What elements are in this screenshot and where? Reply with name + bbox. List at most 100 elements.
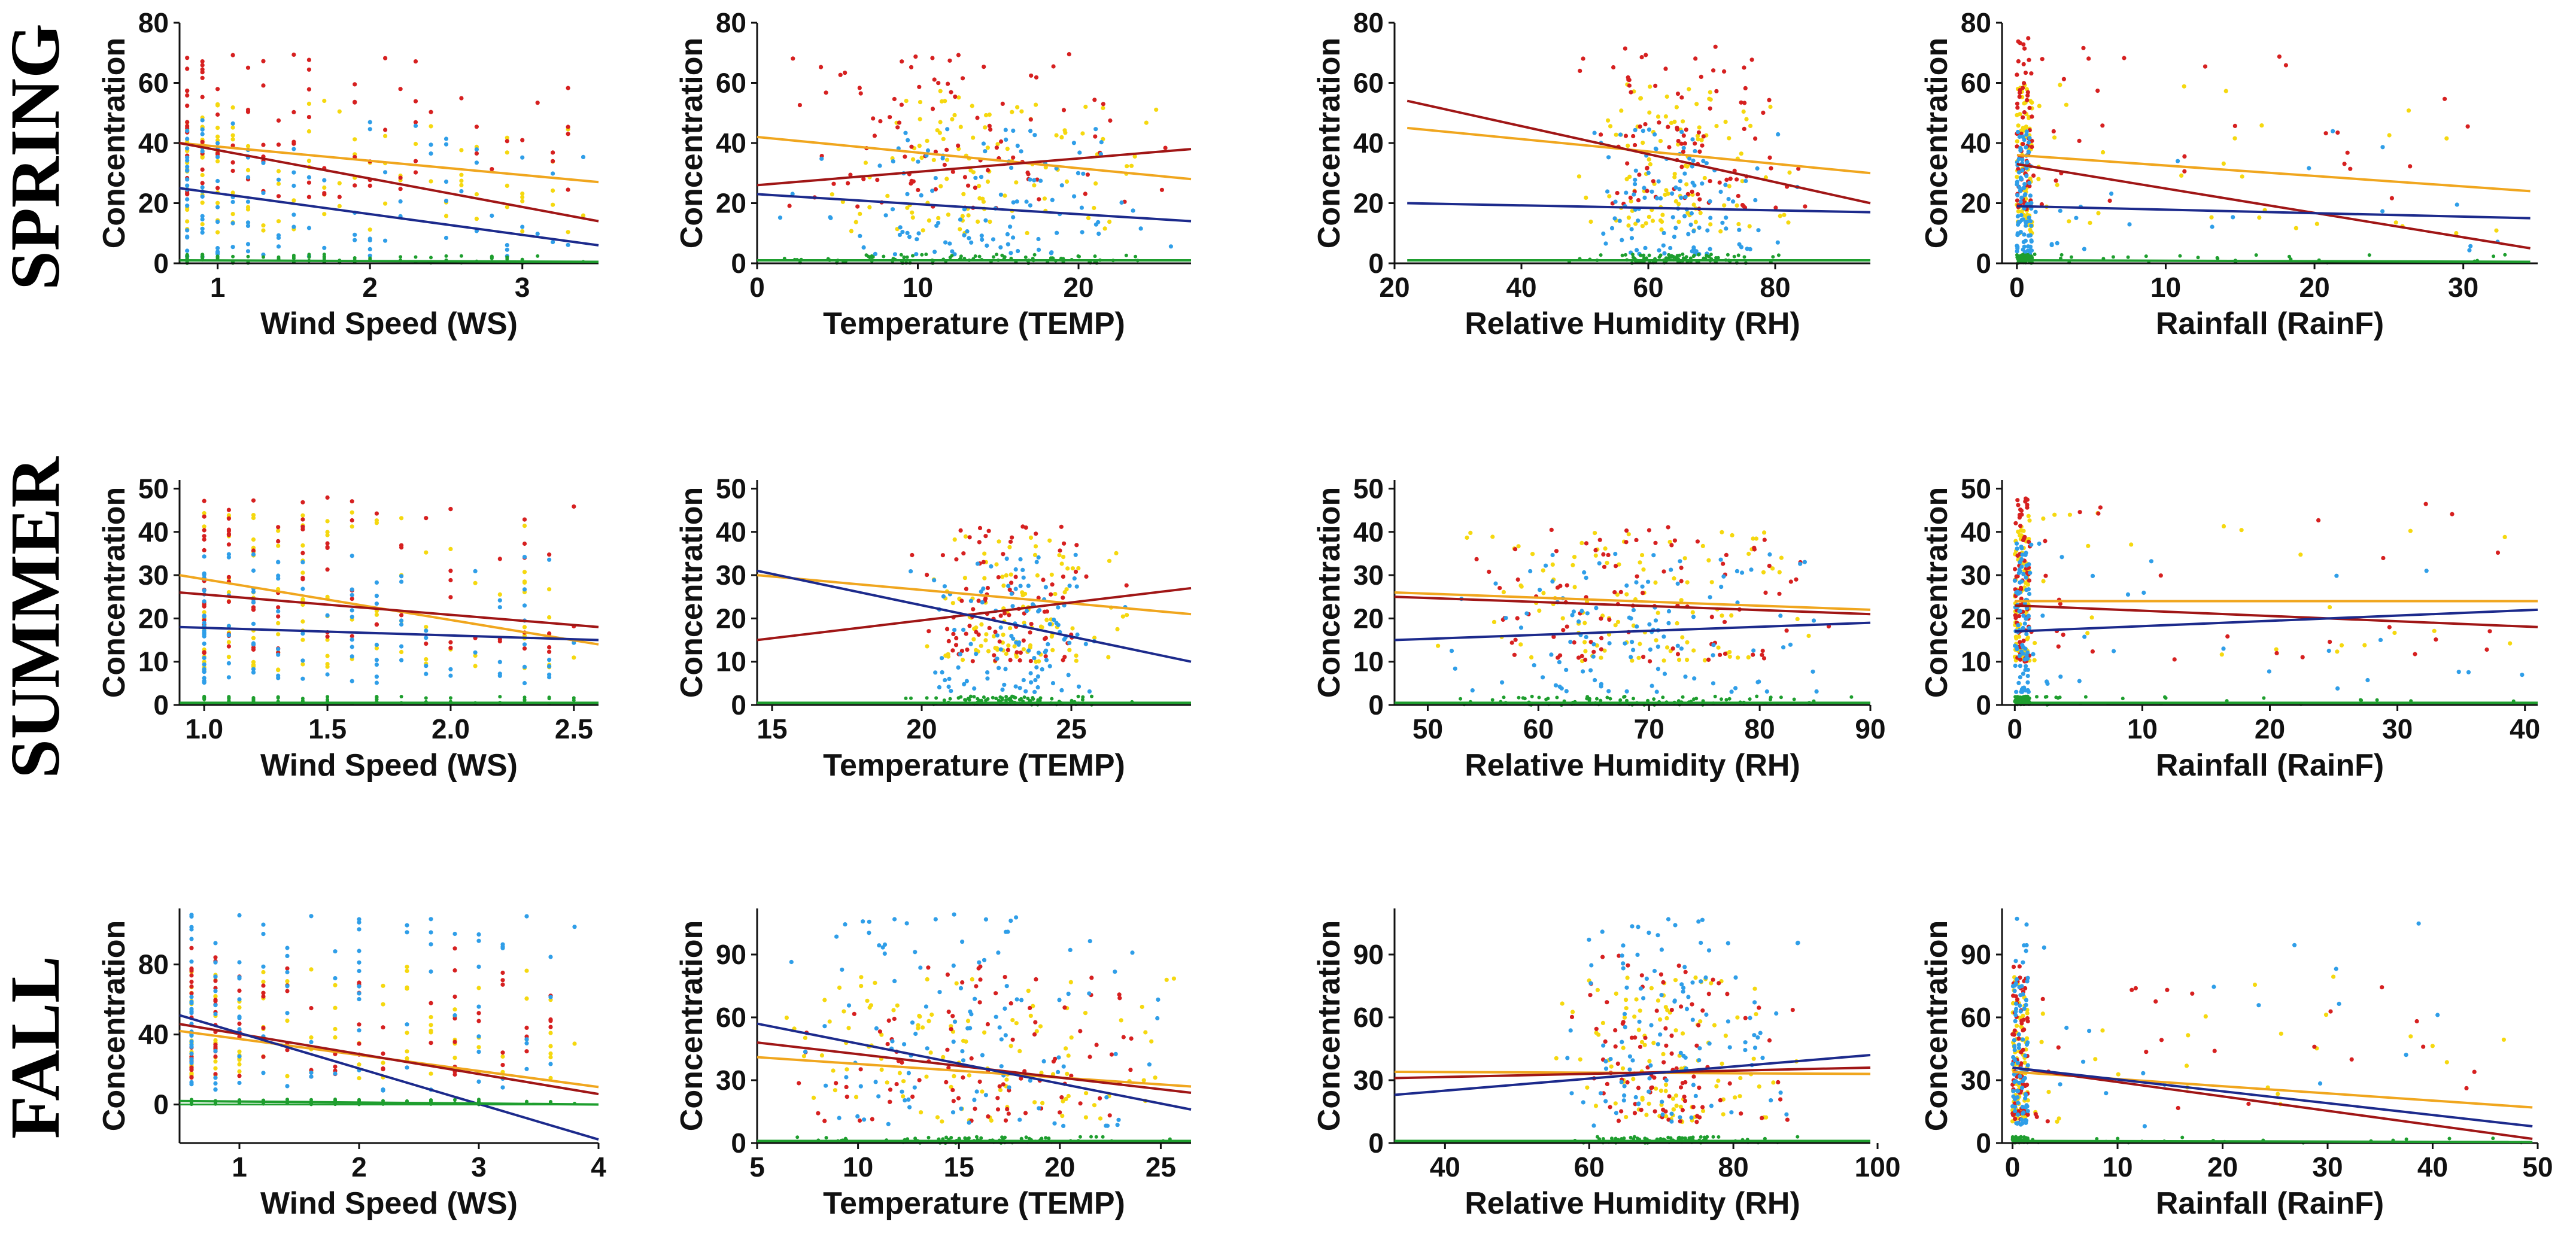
scatter-point-light-blue: [1036, 651, 1041, 655]
scatter-point-green: [824, 1136, 828, 1140]
scatter-point-red: [1579, 654, 1584, 658]
scatter-point-light-blue: [1679, 195, 1684, 200]
scatter-point-light-blue: [985, 676, 990, 681]
scatter-point-yellow: [2186, 1033, 2191, 1038]
scatter-point-yellow: [1585, 1085, 1590, 1090]
scatter-point-light-blue: [353, 238, 357, 242]
scatter-point-green: [974, 1135, 979, 1139]
scatter-point-light-blue: [2020, 157, 2025, 162]
scatter-point-light-blue: [2022, 182, 2027, 187]
scatter-point-yellow: [2015, 175, 2019, 180]
scatter-point-yellow: [1066, 1093, 1071, 1099]
scatter-point-yellow: [1092, 636, 1097, 640]
scatter-point-green: [1714, 256, 1718, 260]
x-tick-label: 25: [1056, 713, 1086, 744]
scatter-point-red: [964, 586, 968, 591]
scatter-point-green: [920, 253, 924, 257]
scatter-point-yellow: [1114, 551, 1119, 556]
scatter-point-red: [1556, 655, 1560, 660]
scatter-point-yellow: [1629, 199, 1633, 203]
scatter-point-light-blue: [1115, 1123, 1120, 1127]
scatter-point-red: [1679, 566, 1684, 570]
scatter-point-light-blue: [1056, 605, 1061, 610]
scatter-point-red: [325, 545, 330, 549]
scatter-point-light-blue: [912, 1085, 917, 1090]
scatter-point-light-blue: [185, 235, 190, 240]
scatter-point-red: [986, 1114, 991, 1119]
x-tick-label: 2: [351, 1151, 367, 1183]
scatter-point-yellow: [1663, 1083, 1669, 1087]
scatter-point-light-blue: [213, 989, 218, 993]
scatter-point-red: [1743, 86, 1748, 90]
scatter-point-red: [226, 507, 231, 512]
scatter-point-yellow: [325, 664, 330, 669]
scatter-point-light-blue: [915, 237, 919, 242]
scatter-point-light-blue: [200, 118, 205, 123]
scatter-point-yellow: [1779, 555, 1784, 560]
scatter-point-yellow: [891, 1008, 896, 1013]
x-tick-label: 2.5: [555, 713, 593, 744]
scatter-point-light-blue: [2365, 677, 2370, 683]
scatter-point-light-blue: [522, 555, 527, 560]
scatter-point-light-blue: [237, 1054, 242, 1059]
scatter-point-red: [383, 56, 388, 60]
scatter-point-green: [991, 695, 995, 700]
scatter-point-light-blue: [2018, 145, 2023, 150]
scatter-point-light-blue: [1067, 583, 1072, 588]
scatter-point-light-blue: [1073, 552, 1078, 557]
scatter-point-red: [1601, 552, 1606, 557]
scatter-point-light-blue: [1708, 215, 1713, 220]
scatter-point-red: [940, 553, 945, 558]
scatter-point-light-blue: [276, 233, 281, 238]
scatter-point-yellow: [2331, 974, 2336, 979]
scatter-point-yellow: [276, 543, 281, 548]
scatter-point-red: [1663, 66, 1668, 71]
scatter-point-red: [448, 640, 453, 645]
scatter-point-light-blue: [1629, 227, 1634, 232]
scatter-point-green: [1664, 256, 1668, 260]
scatter-point-red: [2033, 1112, 2038, 1117]
scatter-point-red: [1651, 179, 1655, 184]
scatter-point-light-blue: [1657, 248, 1661, 253]
scatter-point-yellow: [2314, 221, 2319, 226]
scatter-point-yellow: [831, 1068, 836, 1073]
scatter-point-light-blue: [200, 132, 205, 136]
scatter-point-green: [2059, 253, 2064, 257]
y-tick-label: 80: [1353, 7, 1384, 38]
scatter-point-light-blue: [1603, 1099, 1608, 1104]
scatter-point-red: [2027, 539, 2031, 545]
scatter-point-light-blue: [429, 151, 433, 156]
scatter-point-light-blue: [1041, 1059, 1046, 1063]
scatter-point-yellow: [276, 632, 281, 637]
scatter-point-yellow: [200, 222, 205, 227]
scatter-point-yellow: [1660, 212, 1665, 217]
scatter-point-red: [535, 101, 540, 105]
scatter-point-light-blue: [1007, 1085, 1011, 1090]
scatter-point-yellow: [1059, 135, 1064, 139]
scatter-point-yellow: [520, 194, 525, 200]
scatter-point-yellow: [1676, 202, 1681, 206]
scatter-point-red: [2021, 86, 2025, 90]
scatter-point-red: [1062, 541, 1067, 546]
scatter-point-red: [325, 567, 330, 572]
scatter-point-red: [1717, 180, 1722, 185]
scatter-point-red: [2040, 996, 2045, 1001]
scatter-point-light-blue: [374, 594, 379, 598]
scatter-point-yellow: [993, 646, 998, 651]
scatter-point-light-blue: [904, 921, 909, 926]
scatter-point-light-blue: [1033, 677, 1038, 683]
scatter-point-red: [1515, 577, 1520, 582]
scatter-point-red: [1653, 83, 1658, 88]
scatter-point-red: [261, 994, 266, 999]
scatter-point-green: [1031, 697, 1035, 701]
scatter-point-light-blue: [2019, 689, 2024, 694]
scatter-point-light-blue: [1630, 1058, 1635, 1063]
scatter-point-red: [787, 203, 792, 208]
scatter-point-green: [459, 254, 463, 258]
scatter-point-light-blue: [1066, 673, 1071, 677]
scatter-point-light-blue: [185, 168, 190, 173]
scatter-point-red: [251, 548, 256, 553]
scatter-point-red: [1696, 1023, 1701, 1028]
scatter-point-yellow: [1744, 117, 1749, 121]
scatter-point-light-blue: [1654, 147, 1658, 151]
